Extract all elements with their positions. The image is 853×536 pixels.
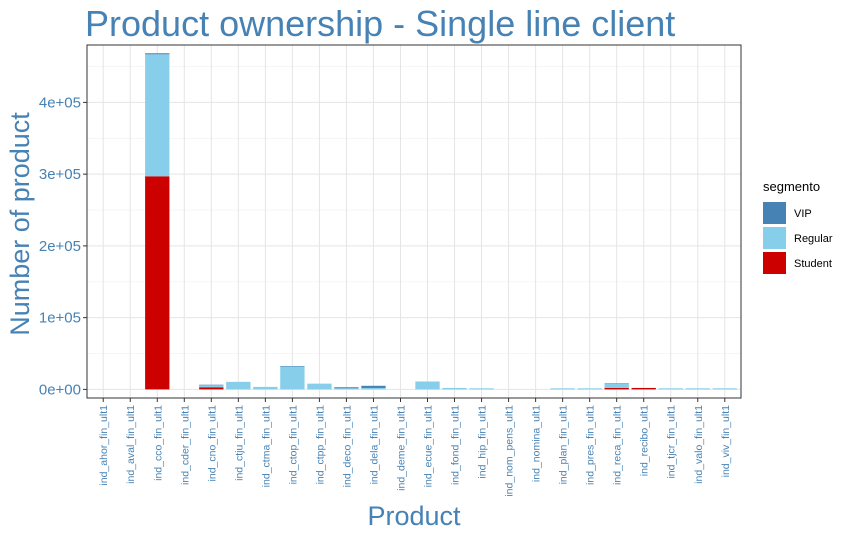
bar-regular: [685, 388, 710, 390]
bar-regular: [415, 381, 440, 390]
legend-key-student: [763, 252, 786, 274]
bar-vip: [280, 366, 305, 367]
legend-key-regular: [763, 227, 786, 249]
x-tick-label: ind_aval_fin_ult1: [125, 405, 137, 484]
bar-regular: [469, 388, 494, 390]
x-tick-label: ind_nomina_ult1: [531, 405, 543, 482]
bar-regular: [361, 387, 386, 390]
bar-vip: [334, 387, 359, 389]
bar-regular: [307, 383, 332, 390]
x-tick-label: ind_recibo_ult1: [639, 405, 651, 476]
bar-vip: [361, 385, 386, 388]
x-tick-label: ind_plan_fin_ult1: [558, 405, 570, 485]
bar-regular: [658, 388, 683, 390]
bar-regular: [604, 383, 629, 388]
legend-title: segmento: [763, 179, 820, 194]
x-tick-label: ind_deco_fin_ult1: [341, 405, 353, 487]
x-tick-label: ind_fond_fin_ult1: [450, 405, 462, 485]
bar-regular: [550, 388, 575, 390]
x-tick-label: ind_cco_fin_ult1: [152, 405, 164, 481]
y-tick-label: 4e+05: [39, 94, 81, 111]
bar-regular: [253, 386, 278, 390]
x-tick-label: ind_valo_fin_ult1: [693, 405, 705, 484]
x-tick-label: ind_ctpp_fin_ult1: [314, 405, 326, 485]
bar-regular: [577, 388, 602, 390]
x-tick-label: ind_ctju_fin_ult1: [233, 405, 245, 481]
y-tick-label: 0e+00: [39, 381, 81, 398]
x-axis: ind_ahor_fin_ult1 ind_aval_fin_ult1 ind_cc…: [98, 398, 732, 497]
y-axis-title: Number of product: [5, 112, 35, 336]
bar-student: [145, 176, 170, 390]
bar-vip: [604, 383, 629, 384]
bars-layer: [145, 53, 737, 390]
x-tick-label: ind_cno_fin_ult1: [206, 405, 218, 482]
bar-student: [631, 387, 656, 390]
bar-regular: [145, 54, 170, 177]
x-tick-label: ind_dela_fin_ult1: [368, 405, 380, 485]
plot-border: [86, 44, 742, 399]
x-tick-label: ind_deme_fin_ult1: [395, 405, 407, 491]
y-tick-label: 3e+05: [39, 166, 81, 183]
x-tick-label: ind_viv_fin_ult1: [720, 405, 732, 478]
legend-label-vip: VIP: [794, 208, 812, 220]
x-tick-label: ind_cder_fin_ult1: [179, 405, 191, 485]
bar-student: [199, 387, 224, 390]
y-tick-label: 1e+05: [39, 310, 81, 327]
bar-regular: [226, 381, 251, 390]
x-tick-label: ind_reca_fin_ult1: [612, 405, 624, 485]
legend-key-vip: [763, 202, 786, 224]
y-tick-label: 2e+05: [39, 238, 81, 255]
x-tick-label: ind_pres_fin_ult1: [585, 405, 597, 485]
x-axis-title: Product: [367, 501, 461, 531]
x-tick-label: ind_ahor_fin_ult1: [98, 405, 110, 486]
bar-regular: [334, 388, 359, 390]
x-tick-label: ind_nom_pens_ult1: [504, 405, 516, 497]
bar-vip: [199, 384, 224, 386]
legend-label-student: Student: [794, 258, 832, 270]
bar-regular: [280, 366, 305, 390]
bar-vip: [145, 53, 170, 55]
x-tick-label: ind_ctop_fin_ult1: [287, 405, 299, 485]
bar-regular: [199, 385, 224, 388]
bar-regular: [712, 388, 737, 390]
chart-title: Product ownership - Single line client: [85, 3, 675, 44]
x-tick-label: ind_hip_fin_ult1: [477, 405, 489, 479]
plot-background: [87, 45, 741, 398]
legend: segmento VIP Regular Student: [763, 179, 833, 274]
x-tick-label: ind_tjcr_fin_ult1: [666, 405, 678, 479]
bar-regular: [442, 387, 467, 390]
x-tick-label: ind_ecue_fin_ult1: [423, 405, 435, 487]
legend-label-regular: Regular: [794, 233, 833, 245]
bar-student: [604, 387, 629, 390]
y-axis: 0e+00 1e+05 2e+05 3e+05 4e+05: [39, 94, 87, 398]
x-tick-label: ind_ctma_fin_ult1: [260, 405, 272, 487]
